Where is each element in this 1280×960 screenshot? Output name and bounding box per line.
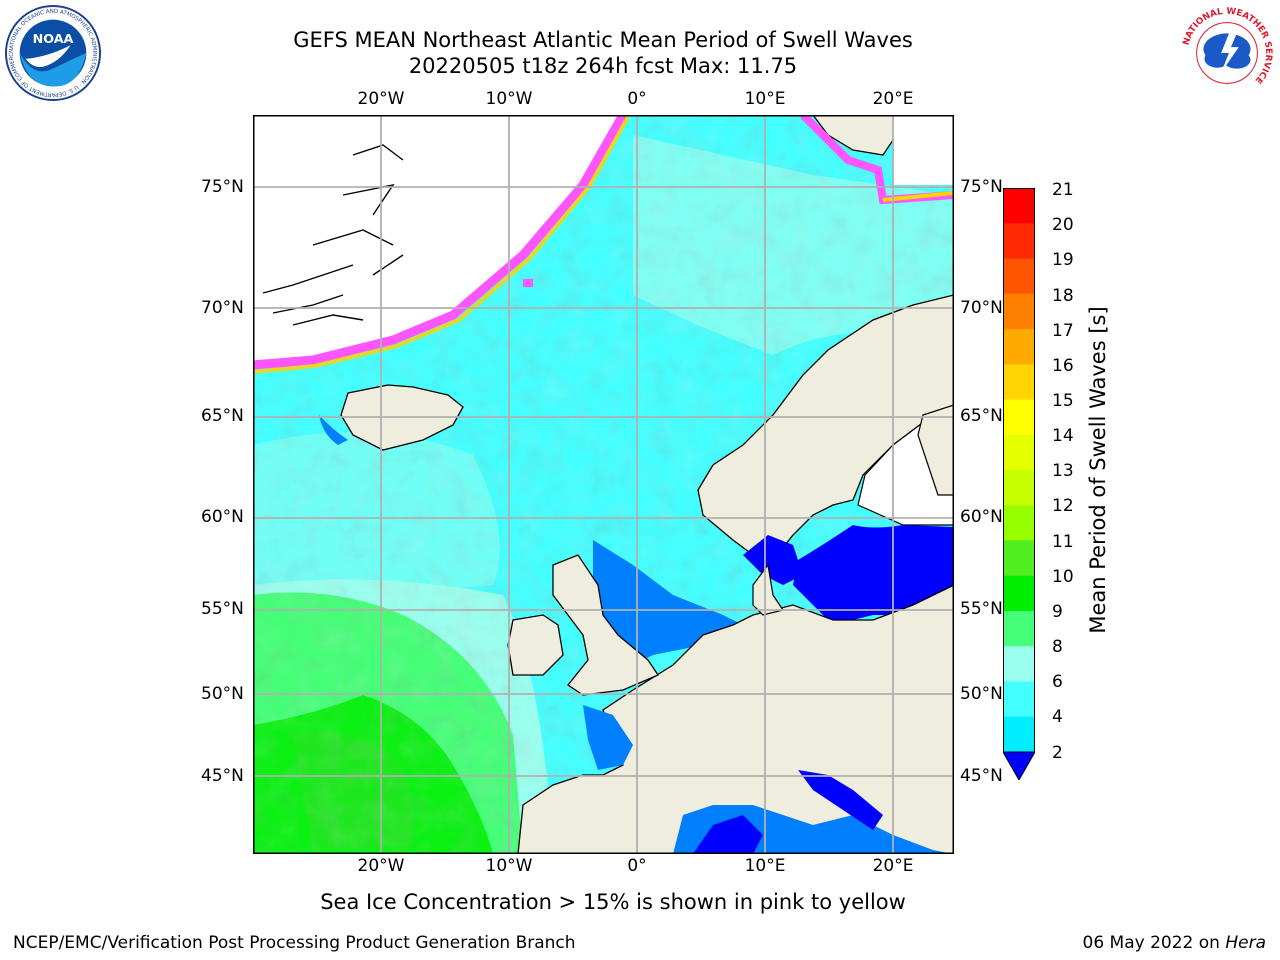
lat-label-50n-right: 50°N	[960, 684, 1003, 704]
sea-ice-edge-greenland	[253, 115, 627, 370]
colorbar-segment	[1003, 434, 1035, 471]
nws-logo: NATIONAL WEATHER SERVICE	[1179, 5, 1275, 101]
colorbar-segment	[1003, 399, 1035, 436]
swell-period-map	[253, 115, 954, 854]
lat-label-45n-left: 45°N	[201, 766, 244, 786]
lon-label-20e-bottom: 20°E	[872, 856, 914, 876]
kattegat	[743, 535, 803, 585]
map-subtitle: 20220505 t18z 264h fcst Max: 11.75	[408, 54, 798, 78]
render-date-text: 06 May 2022 on	[1082, 933, 1220, 953]
cb-tick-2: 2	[1052, 743, 1063, 763]
cb-tick-11: 11	[1052, 532, 1074, 552]
lon-label-10e-top: 10°E	[744, 89, 786, 109]
colorbar-segment	[1003, 364, 1035, 400]
great-britain-land	[552, 554, 659, 696]
lat-label-65n-right: 65°N	[960, 406, 1003, 426]
baltic-sea	[793, 525, 954, 625]
scandinavia-land	[697, 294, 954, 561]
lat-label-70n-left: 70°N	[201, 298, 244, 318]
cb-tick-21: 21	[1052, 180, 1074, 200]
greenland-coast	[262, 144, 404, 326]
colorbar-segment	[1003, 540, 1035, 577]
cb-tick-19: 19	[1052, 250, 1074, 270]
lat-label-55n-left: 55°N	[201, 599, 244, 619]
cb-tick-4: 4	[1052, 707, 1063, 727]
colorbar	[1003, 188, 1035, 780]
colorbar-segment	[1003, 293, 1035, 330]
cb-tick-17: 17	[1052, 321, 1074, 341]
colorbar-segment	[1003, 223, 1035, 259]
colorbar-title: Mean Period of Swell Waves [s]	[1086, 306, 1110, 634]
cb-tick-9: 9	[1052, 602, 1063, 622]
cb-tick-20: 20	[1052, 215, 1074, 235]
biscay-low-swell	[583, 705, 633, 770]
noaa-logo-text: NOAA	[33, 32, 74, 47]
lon-label-10w-bottom: 10°W	[485, 856, 533, 876]
cb-tick-13: 13	[1052, 461, 1074, 481]
cb-tick-14: 14	[1052, 426, 1074, 446]
lon-label-20w-top: 20°W	[357, 89, 405, 109]
cb-tick-15: 15	[1052, 391, 1074, 411]
colorbar-extend-arrow	[1003, 751, 1035, 780]
colorbar-segment	[1003, 258, 1035, 295]
lat-label-75n-right: 75°N	[960, 177, 1003, 197]
finland-land	[917, 404, 954, 496]
colorbar-segment	[1003, 611, 1035, 647]
lat-label-60n-left: 60°N	[201, 507, 244, 527]
lat-label-75n-left: 75°N	[201, 177, 244, 197]
sea-ice-note: Sea Ice Concentration > 15% is shown in …	[320, 890, 906, 914]
cb-tick-18: 18	[1052, 286, 1074, 306]
colorbar-segment	[1003, 681, 1035, 718]
machine-name: Hera	[1225, 933, 1266, 953]
cb-tick-6: 6	[1052, 672, 1063, 692]
cb-tick-16: 16	[1052, 356, 1074, 376]
render-date: 06 May 2022 on Hera	[1083, 933, 1267, 953]
map-title: GEFS MEAN Northeast Atlantic Mean Period…	[293, 28, 913, 52]
credit-line: NCEP/EMC/Verification Post Processing Pr…	[13, 933, 576, 953]
lat-label-45n-right: 45°N	[960, 766, 1003, 786]
lon-label-10w-top: 10°W	[485, 89, 533, 109]
colorbar-segment	[1003, 646, 1035, 682]
greenland-land	[253, 115, 623, 365]
jan-mayen	[523, 279, 533, 287]
cb-tick-12: 12	[1052, 496, 1074, 516]
cb-tick-8: 8	[1052, 637, 1063, 657]
barents-ice	[893, 115, 954, 185]
lon-label-0-bottom: 0°	[627, 856, 647, 876]
lon-label-20w-bottom: 20°W	[357, 856, 405, 876]
colorbar-segment	[1003, 329, 1035, 365]
lon-label-0-top: 0°	[627, 89, 647, 109]
colorbar-segment	[1003, 470, 1035, 506]
lat-label-50n-left: 50°N	[201, 684, 244, 704]
colorbar-segment	[1003, 188, 1035, 224]
cb-tick-10: 10	[1052, 567, 1074, 587]
lat-label-70n-right: 70°N	[960, 298, 1003, 318]
adriatic-sea	[798, 770, 883, 830]
colorbar-segment	[1003, 575, 1035, 612]
iceland-low-swell	[319, 415, 348, 445]
lat-label-60n-right: 60°N	[960, 507, 1003, 527]
lat-label-65n-left: 65°N	[201, 406, 244, 426]
graticule	[253, 115, 954, 854]
noaa-logo: NATIONAL OCEANIC AND ATMOSPHERIC ADMINIS…	[4, 4, 102, 102]
lon-label-20e-top: 20°E	[872, 89, 914, 109]
lon-label-10e-bottom: 10°E	[744, 856, 786, 876]
colorbar-segment	[1003, 716, 1035, 753]
lat-label-55n-right: 55°N	[960, 599, 1003, 619]
colorbar-segment	[1003, 505, 1035, 541]
